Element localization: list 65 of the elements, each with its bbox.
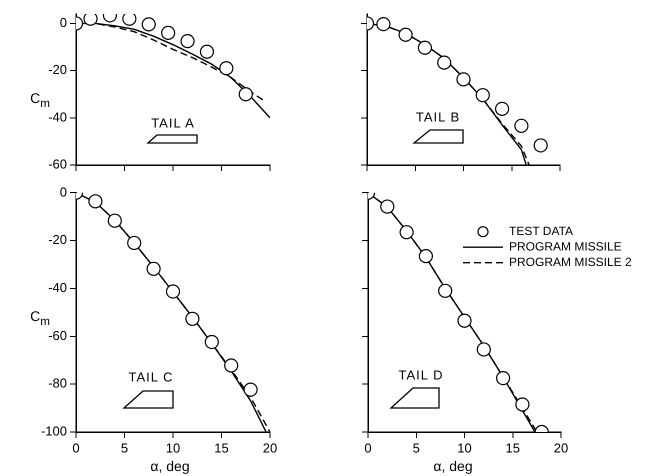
x-axis-title: α, deg [433, 458, 473, 474]
y-axis-title: C$_{m}$ [30, 90, 50, 110]
point [496, 371, 510, 386]
point [400, 225, 414, 240]
point [146, 262, 161, 276]
point [200, 44, 214, 59]
x-tick-label: 0 [72, 440, 80, 456]
y-tick-label: -40 [48, 280, 67, 295]
point [108, 214, 122, 228]
x-tick-label: 5 [412, 440, 420, 456]
y-tick-label: -100 [40, 424, 67, 439]
x-tick-label: 20 [262, 440, 278, 456]
point [437, 56, 452, 70]
point [438, 284, 452, 298]
legend-label: PROGRAM MISSILE 2 [509, 255, 632, 270]
point [204, 334, 219, 350]
point [142, 17, 156, 32]
y-tick-label: -80 [48, 376, 67, 391]
point [244, 382, 258, 397]
point [514, 118, 528, 133]
annotation: TAIL B [416, 110, 460, 124]
point [495, 102, 510, 116]
x-tick-label: 10 [457, 440, 472, 456]
point [219, 61, 234, 76]
point [127, 236, 142, 250]
point [418, 249, 433, 264]
annotation: TAIL C [128, 370, 174, 384]
annotation: TAIL A [151, 116, 195, 130]
point [83, 14, 98, 26]
point [122, 14, 136, 26]
y-tick-label: 0 [60, 184, 67, 200]
x-tick-label: 15 [506, 440, 520, 456]
point [166, 284, 180, 299]
point [224, 358, 238, 373]
point [185, 312, 200, 326]
point [376, 17, 391, 32]
y-tick-label: 0 [60, 15, 67, 30]
legend-label: TEST DATA [509, 224, 574, 238]
x-axis-title: α, deg [150, 458, 190, 474]
y-tick-label: -40 [48, 109, 67, 124]
y-tick-label: -20 [48, 232, 67, 248]
y-axis-title: C$_{m}$ [30, 308, 50, 328]
point [238, 87, 253, 102]
legend-label: PROGRAM MISSILE [509, 240, 622, 254]
point [418, 40, 432, 55]
point [476, 342, 491, 357]
x-tick-label: 0 [364, 440, 372, 456]
point [534, 138, 548, 153]
x-tick-label: 15 [214, 440, 229, 456]
point [476, 88, 490, 102]
point [398, 28, 413, 42]
point [456, 72, 471, 86]
x-tick-label: 10 [166, 440, 180, 456]
y-tick-label: -20 [48, 62, 67, 78]
y-tick-label: -60 [48, 328, 67, 343]
point [457, 314, 472, 328]
x-tick-label: 20 [554, 440, 568, 456]
point [380, 199, 394, 214]
point [515, 397, 530, 412]
point [180, 34, 195, 48]
point [161, 26, 176, 40]
annotation: TAIL D [398, 368, 444, 382]
y-tick-label: -60 [48, 156, 67, 172]
x-tick-label: 5 [120, 440, 128, 456]
point [88, 194, 102, 208]
